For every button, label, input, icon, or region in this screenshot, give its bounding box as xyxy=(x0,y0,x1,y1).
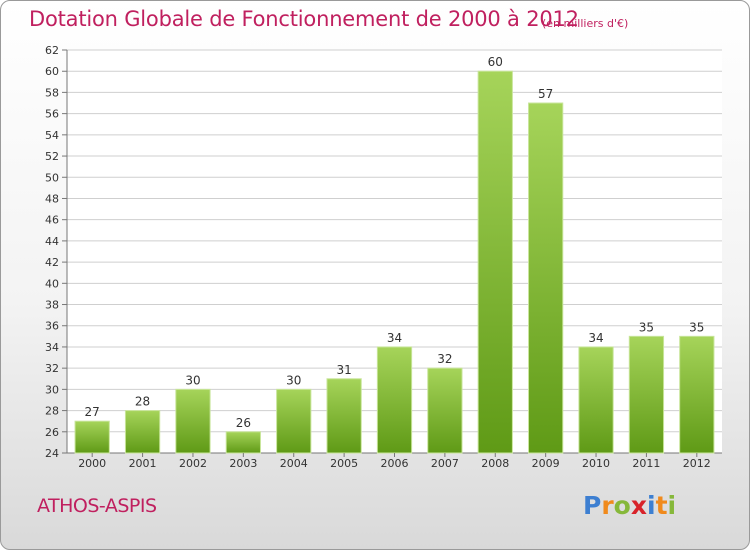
x-tick-label: 2002 xyxy=(179,457,207,470)
bar-value-label: 32 xyxy=(437,352,452,366)
x-tick-label: 2012 xyxy=(683,457,711,470)
y-tick-label: 46 xyxy=(45,214,59,227)
x-tick-label: 2010 xyxy=(582,457,610,470)
bar-2011 xyxy=(628,335,665,454)
y-tick-label: 24 xyxy=(45,447,59,460)
x-tick-label: 2006 xyxy=(381,457,409,470)
bar-value-label: 27 xyxy=(85,405,100,419)
y-tick-label: 28 xyxy=(45,405,59,418)
x-tick-label: 2007 xyxy=(431,457,459,470)
bar-2003 xyxy=(225,431,261,454)
x-tick-label: 2009 xyxy=(532,457,560,470)
y-tick-label: 50 xyxy=(45,171,59,184)
y-tick-label: 60 xyxy=(45,65,59,78)
logo-letter: x xyxy=(630,491,647,520)
y-tick-label: 48 xyxy=(45,192,59,205)
y-tick-label: 32 xyxy=(45,362,59,375)
bar-2002 xyxy=(175,388,211,454)
bar-value-label: 60 xyxy=(488,55,503,69)
x-tick-label: 2000 xyxy=(78,457,106,470)
chart-title: Dotation Globale de Fonctionnement de 20… xyxy=(29,7,579,31)
chart-unit: (en milliers d'€) xyxy=(542,17,629,30)
y-tick-label: 52 xyxy=(45,150,59,163)
x-tick-label: 2003 xyxy=(229,457,257,470)
bar-value-label: 30 xyxy=(185,373,200,387)
y-tick-label: 44 xyxy=(45,235,59,248)
bar-2000 xyxy=(74,420,110,454)
bar-2006 xyxy=(376,346,413,454)
x-tick-label: 2001 xyxy=(129,457,157,470)
logo-letter: i xyxy=(647,491,656,520)
bar-2012 xyxy=(679,335,715,454)
bar-value-label: 31 xyxy=(336,363,351,377)
bar-value-label: 35 xyxy=(639,320,654,334)
logo-letter: P xyxy=(583,491,602,520)
y-tick-label: 40 xyxy=(45,277,59,290)
bar-value-label: 34 xyxy=(387,331,402,345)
bar-2010 xyxy=(578,346,614,454)
x-tick-label: 2005 xyxy=(330,457,358,470)
bar-value-label: 30 xyxy=(286,373,301,387)
x-tick-label: 2011 xyxy=(632,457,660,470)
y-tick-label: 26 xyxy=(45,426,59,439)
commune-name: ATHOS-ASPIS xyxy=(37,495,157,517)
x-tick-label: 2004 xyxy=(280,457,308,470)
y-tick-label: 38 xyxy=(45,299,59,312)
y-tick-label: 36 xyxy=(45,320,59,333)
logo-letter: o xyxy=(613,491,631,520)
bar-2009 xyxy=(528,102,564,454)
bar-2004 xyxy=(276,388,312,454)
y-tick-label: 62 xyxy=(45,44,59,57)
bar-value-label: 26 xyxy=(236,416,251,430)
y-tick-label: 34 xyxy=(45,341,59,354)
bar-value-label: 35 xyxy=(689,320,704,334)
x-tick-label: 2008 xyxy=(481,457,509,470)
bar-value-label: 57 xyxy=(538,87,553,101)
y-tick-label: 58 xyxy=(45,86,59,99)
logo-letter: r xyxy=(601,491,614,520)
bar-2001 xyxy=(124,410,161,454)
y-tick-label: 30 xyxy=(45,383,59,396)
proxiti-logo: Proxiti xyxy=(583,491,676,520)
y-tick-label: 42 xyxy=(45,256,59,269)
bar-2005 xyxy=(326,378,362,454)
logo-letter: t xyxy=(655,491,668,520)
bar-2008 xyxy=(477,70,513,454)
bar-value-label: 28 xyxy=(135,395,150,409)
bar-2007 xyxy=(427,367,463,454)
bar-value-label: 34 xyxy=(588,331,603,345)
y-tick-label: 54 xyxy=(45,129,59,142)
y-tick-label: 56 xyxy=(45,108,59,121)
logo-letter: i xyxy=(667,491,677,520)
